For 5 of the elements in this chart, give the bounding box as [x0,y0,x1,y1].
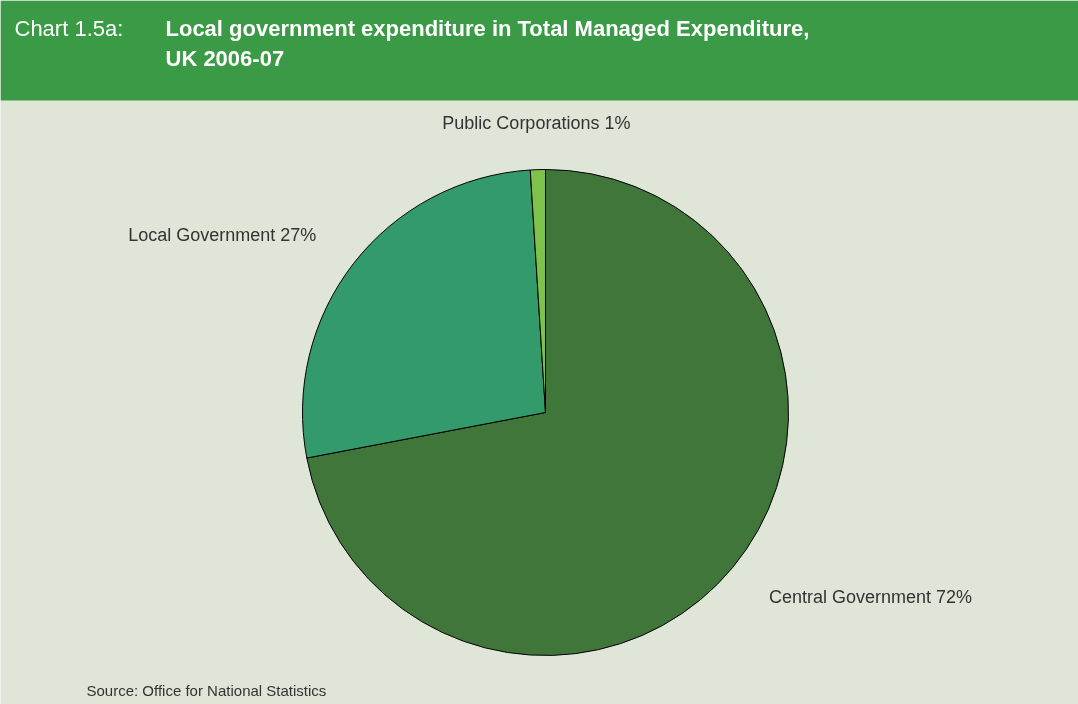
slice-label: Public Corporations 1% [442,112,631,133]
chart-title: Chart 1.5a: Local government expenditure in Total Managed Expenditure, UK 2006-07 [14,16,810,71]
slice-label: Central Government 72% [768,587,973,608]
source-note: Source: Office for National Statistics [86,682,327,699]
slice-label: Local Government 27% [128,224,317,245]
